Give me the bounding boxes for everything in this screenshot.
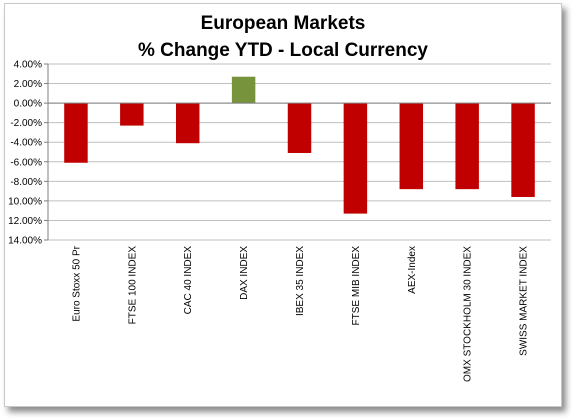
bar: [231, 76, 256, 104]
y-tick-label: 0.00%: [14, 99, 42, 110]
chart-subtitle: % Change YTD - Local Currency: [138, 40, 428, 61]
y-tick-label: 12.00%: [8, 216, 42, 227]
bar: [175, 103, 200, 144]
category-label: AEX-Index: [407, 246, 418, 294]
bar: [287, 103, 312, 153]
y-tick-label: 10.00%: [8, 196, 42, 207]
y-tick-label: -4.00%: [10, 138, 42, 149]
y-tick-label: -6.00%: [10, 157, 42, 168]
category-label: Euro Stoxx 50 Pr: [71, 245, 82, 321]
category-label: SWISS MARKET INDEX: [519, 246, 530, 356]
bar: [511, 103, 535, 197]
category-label: IBEX 35 INDEX: [295, 246, 306, 316]
bar: [64, 103, 88, 163]
chart-title: European Markets: [200, 13, 366, 34]
y-tick-label: 14.00%: [8, 236, 42, 247]
bar: [120, 103, 144, 126]
bar: [343, 103, 368, 214]
bar: [399, 103, 424, 190]
category-label: DAX INDEX: [239, 246, 250, 300]
category-label: CAC 40 INDEX: [183, 246, 194, 315]
category-label: FTSE 100 INDEX: [127, 246, 138, 325]
chart-frame: European Markets % Change YTD - Local Cu…: [4, 3, 562, 407]
y-tick-label: 2.00%: [14, 79, 42, 90]
y-tick-label: 4.00%: [14, 60, 42, 71]
category-label: OMX STOCKHOLM 30 INDEX: [463, 246, 474, 382]
bar: [455, 103, 479, 190]
y-tick-label: -8.00%: [10, 177, 42, 188]
y-tick-label: -2.00%: [10, 118, 42, 129]
category-label: FTSE MIB INDEX: [351, 246, 362, 326]
